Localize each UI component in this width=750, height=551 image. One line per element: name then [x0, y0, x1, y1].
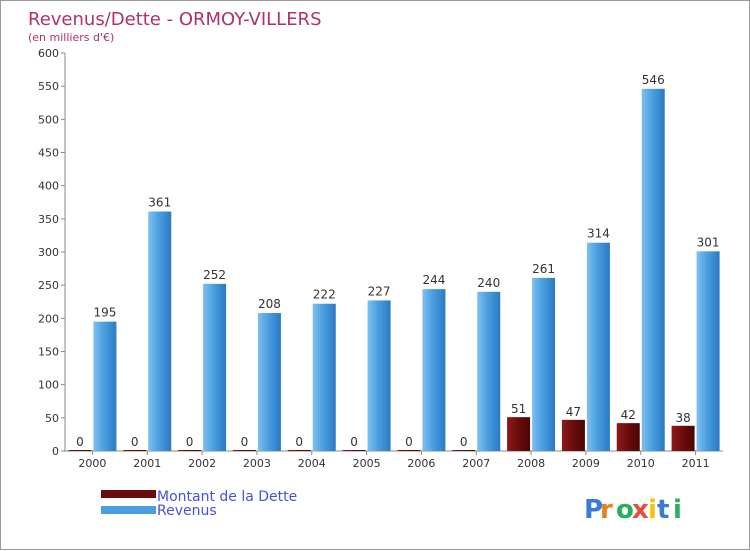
- data-label-debt-2011: 38: [675, 411, 690, 425]
- x-tick-label: 2008: [517, 457, 545, 470]
- value-labels: 0 195 0 361 0 252 0 208 0 222 0 227 0 244 0 240 51 261 47 3…: [76, 73, 719, 449]
- bar-revenus-2009: [586, 242, 610, 451]
- bars: [68, 88, 720, 451]
- data-label-revenus-2004: 222: [313, 288, 336, 302]
- data-label-debt-2003: 0: [241, 435, 249, 449]
- legend: Montant de la Dette Revenus: [101, 489, 297, 519]
- y-tick-label: 150: [38, 346, 59, 359]
- logo-letter: t: [657, 495, 669, 525]
- data-label-debt-2009: 47: [566, 405, 581, 419]
- data-label-revenus-2003: 208: [258, 297, 281, 311]
- x-tick-label: 2003: [243, 457, 271, 470]
- data-label-debt-2006: 0: [405, 435, 413, 449]
- bar-debt-2004: [287, 450, 311, 451]
- data-label-revenus-2008: 261: [532, 262, 555, 276]
- bar-revenus-2003: [257, 313, 281, 451]
- data-label-revenus-2001: 361: [148, 196, 171, 210]
- bar-debt-2009: [561, 419, 585, 451]
- bar-debt-2008: [507, 417, 531, 451]
- x-tick-label: 2007: [462, 457, 490, 470]
- data-label-revenus-2006: 244: [422, 273, 445, 287]
- y-tick-label: 400: [38, 180, 59, 193]
- bar-debt-2002: [178, 450, 202, 451]
- proxiti-logo: Pr ox i t i: [584, 495, 682, 525]
- y-tick-label: 550: [38, 80, 59, 93]
- legend-swatch-revenus: [101, 506, 156, 514]
- x-tick-label: 2009: [572, 457, 600, 470]
- y-tick-label: 500: [38, 113, 59, 126]
- bar-revenus-2004: [312, 303, 336, 451]
- bar-debt-2011: [671, 425, 695, 451]
- y-tick-label: 100: [38, 379, 59, 392]
- y-tick-label: 350: [38, 213, 59, 226]
- data-label-debt-2000: 0: [76, 435, 84, 449]
- chart-title: Revenus/Dette - ORMOY-VILLERS: [28, 9, 322, 30]
- bar-debt-2010: [616, 423, 640, 451]
- bar-debt-2001: [123, 450, 147, 451]
- data-label-revenus-2007: 240: [477, 276, 500, 290]
- logo-letter: o: [616, 495, 634, 525]
- bar-debt-2003: [232, 450, 256, 451]
- data-label-debt-2010: 42: [621, 408, 636, 422]
- bar-revenus-2011: [696, 251, 720, 451]
- bar-debt-2005: [342, 450, 366, 451]
- y-tick-label: 0: [52, 445, 59, 458]
- x-tick-label: 2005: [353, 457, 381, 470]
- bar-revenus-2007: [477, 291, 501, 451]
- data-label-debt-2001: 0: [131, 435, 139, 449]
- data-label-revenus-2010: 546: [642, 73, 665, 87]
- data-label-revenus-2002: 252: [203, 268, 226, 282]
- chart-subtitle: (en milliers d'€): [28, 31, 114, 44]
- bar-revenus-2006: [422, 289, 446, 451]
- y-tick-label: 50: [45, 412, 59, 425]
- data-label-revenus-2011: 301: [697, 235, 720, 249]
- x-tick-label: 2002: [188, 457, 216, 470]
- x-tick-label: 2004: [298, 457, 326, 470]
- bar-revenus-2005: [367, 300, 391, 451]
- x-tick-label: 2011: [682, 457, 710, 470]
- x-tick-label: 2006: [407, 457, 435, 470]
- bar-revenus-2000: [93, 321, 117, 451]
- axes: 0 50 100 150 200 250 300 350 400 450 500 550 600 2000…: [38, 47, 723, 470]
- y-tick-label: 450: [38, 147, 59, 160]
- logo-letter: r: [600, 495, 613, 525]
- data-label-debt-2004: 0: [295, 435, 303, 449]
- data-label-debt-2002: 0: [186, 435, 194, 449]
- bar-revenus-2008: [532, 277, 556, 451]
- y-tick-label: 600: [38, 47, 59, 60]
- bar-revenus-2010: [641, 88, 665, 451]
- x-tick-label: 2000: [78, 457, 106, 470]
- x-tick-label: 2001: [133, 457, 161, 470]
- data-label-debt-2008: 51: [511, 402, 526, 416]
- legend-label-revenus: Revenus: [157, 503, 217, 519]
- bar-debt-2007: [452, 450, 476, 451]
- data-label-revenus-2009: 314: [587, 227, 610, 241]
- logo-letter: x: [632, 495, 649, 525]
- bar-revenus-2002: [203, 283, 227, 451]
- logo-letter: P: [584, 495, 603, 525]
- bar-debt-2000: [68, 450, 92, 451]
- bar-revenus-2001: [148, 211, 172, 451]
- data-label-revenus-2005: 227: [368, 284, 391, 298]
- legend-label-debt: Montant de la Dette: [157, 489, 297, 505]
- y-tick-label: 200: [38, 312, 59, 325]
- data-label-debt-2005: 0: [350, 435, 358, 449]
- data-label-revenus-2000: 195: [93, 306, 116, 320]
- y-tick-label: 300: [38, 246, 59, 259]
- bar-debt-2006: [397, 450, 421, 451]
- data-label-debt-2007: 0: [460, 435, 468, 449]
- logo-letter: i: [673, 495, 682, 525]
- legend-swatch-debt: [101, 490, 156, 498]
- logo-letter: i: [648, 495, 657, 525]
- x-tick-label: 2010: [627, 457, 655, 470]
- y-tick-label: 250: [38, 279, 59, 292]
